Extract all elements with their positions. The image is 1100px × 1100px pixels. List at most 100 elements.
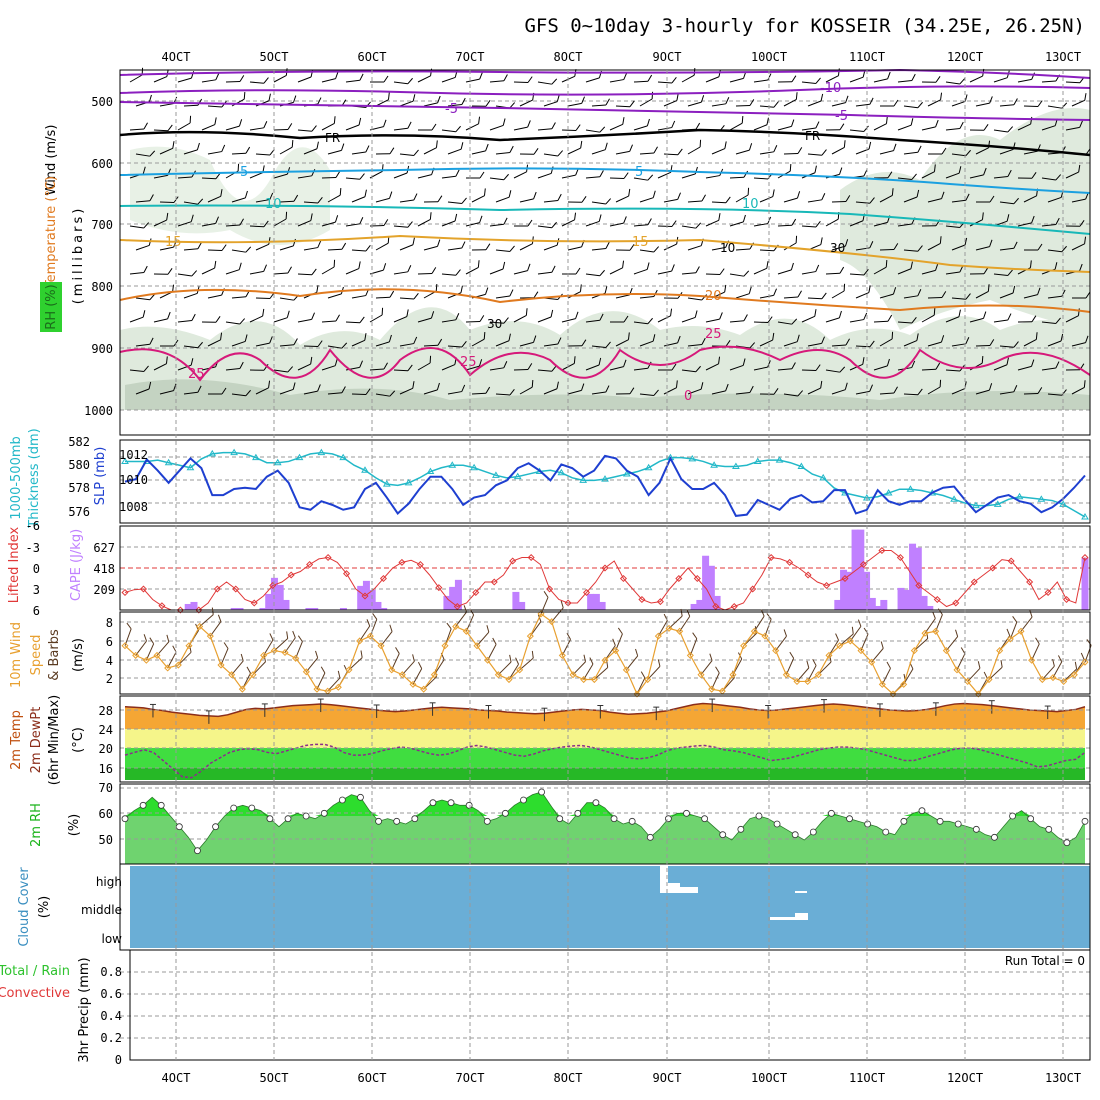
- upper-wind-barb: [831, 239, 849, 251]
- barb-shaft: [807, 665, 817, 682]
- upper-wind-barb: [465, 260, 480, 275]
- barb-shaft: [633, 321, 648, 325]
- upper-wind-barb: [609, 117, 625, 131]
- barb-flag: [964, 94, 968, 102]
- upper-wind-barb: [753, 117, 769, 131]
- barb-shaft: [351, 339, 365, 347]
- upper-wind-barb: [951, 193, 970, 203]
- barb-flag: [742, 358, 746, 366]
- upper-wind-barb: [873, 259, 888, 275]
- barb-shaft: [1017, 78, 1032, 83]
- barb-flag: [287, 266, 292, 274]
- barb-shaft: [561, 219, 575, 227]
- barb-shaft: [345, 177, 360, 180]
- barb-flag: [791, 75, 797, 83]
- upper-wind-barb: [273, 211, 288, 227]
- upper-wind-barb: [375, 334, 392, 347]
- upper-wind-barb: [633, 74, 653, 83]
- lifted-index-marker: [250, 599, 258, 607]
- wind10-marker: [1060, 677, 1068, 685]
- surface-wind-barb: [775, 629, 787, 651]
- upper-wind-barb: [417, 355, 432, 371]
- rh-marker: [338, 796, 346, 804]
- barb-flag: [598, 357, 602, 366]
- upper-wind-barb: [585, 313, 604, 323]
- barb-shaft: [897, 223, 912, 227]
- upper-wind-barb: [321, 259, 336, 275]
- lifted-index-marker: [749, 585, 757, 593]
- barb-shaft: [177, 320, 192, 323]
- upper-wind-barb: [945, 78, 966, 85]
- barb-flag: [215, 73, 220, 81]
- barb-flag: [237, 163, 240, 172]
- barb-flag: [311, 268, 317, 276]
- barb-flag: [795, 235, 798, 244]
- barb-shaft: [399, 100, 414, 107]
- barb-flag: [320, 666, 326, 674]
- barb-shaft: [327, 248, 343, 251]
- upper-wind-barb: [225, 262, 242, 275]
- barb-shaft: [321, 221, 336, 227]
- barb-flag: [880, 641, 884, 649]
- upper-wind-barb: [927, 291, 947, 299]
- barb-shaft: [393, 81, 408, 85]
- barb-flag: [893, 143, 897, 151]
- upper-wind-barb: [609, 216, 627, 227]
- upper-wind-barb: [999, 341, 1019, 348]
- upper-wind-barb: [777, 262, 794, 275]
- barb-flag: [581, 96, 585, 104]
- barb-flag: [886, 661, 891, 669]
- wind10-marker: [292, 654, 300, 662]
- barb-shaft: [945, 225, 960, 228]
- barb-flag: [1013, 341, 1019, 348]
- surface-wind-barb: [305, 650, 319, 673]
- barb-flag: [412, 237, 415, 245]
- barb-flag: [238, 119, 243, 127]
- barb-shaft: [1041, 125, 1056, 131]
- lifted-index-marker: [915, 581, 923, 590]
- barb-shaft: [1047, 295, 1062, 299]
- barb-shaft: [423, 245, 438, 251]
- barb-shaft: [489, 367, 504, 371]
- upper-wind-barb: [879, 287, 897, 299]
- barb-flag: [243, 91, 246, 100]
- barb-flag: [337, 670, 341, 679]
- temp-band-20: [125, 748, 1085, 768]
- upper-wind-barb: [975, 239, 993, 251]
- barb-flag: [221, 387, 227, 395]
- barb-flag: [940, 335, 945, 343]
- upper-wind-barb: [177, 270, 198, 277]
- barb-flag: [389, 147, 395, 155]
- cape-bar: [270, 577, 278, 610]
- precip-tick: 0.2: [100, 1031, 122, 1045]
- upper-wind-barb: [351, 333, 367, 347]
- barb-flag: [700, 95, 705, 103]
- surface-wind-barb: [881, 661, 891, 685]
- barb-flag: [815, 77, 821, 84]
- barb-flag: [435, 283, 438, 292]
- barb-flag: [479, 171, 485, 179]
- barb-shaft: [777, 125, 792, 131]
- rh-marker: [1009, 812, 1016, 820]
- upper-wind-barb: [927, 379, 942, 395]
- barb-flag: [772, 332, 775, 341]
- upper-wind-barb: [825, 123, 845, 131]
- upper-wind-barb: [327, 386, 346, 395]
- precip-axis-label: 3hr Precip (mm): [77, 957, 92, 1062]
- barb-shaft: [705, 175, 720, 179]
- upper-wind-barb: [537, 122, 556, 131]
- upper-wind-barb: [825, 310, 842, 323]
- barb-flag: [767, 360, 771, 368]
- barb-shaft: [183, 104, 199, 107]
- barb-flag: [165, 356, 168, 364]
- barb-shaft: [687, 344, 702, 347]
- surface-wind-barb: [519, 650, 534, 671]
- barb-flag: [533, 291, 539, 299]
- upper-wind-barb: [249, 220, 269, 228]
- barb-shaft: [609, 123, 623, 131]
- upper-wind-barb: [321, 116, 336, 131]
- barb-flag: [317, 384, 321, 392]
- barb-flag: [437, 95, 441, 104]
- barb-shaft: [663, 342, 678, 347]
